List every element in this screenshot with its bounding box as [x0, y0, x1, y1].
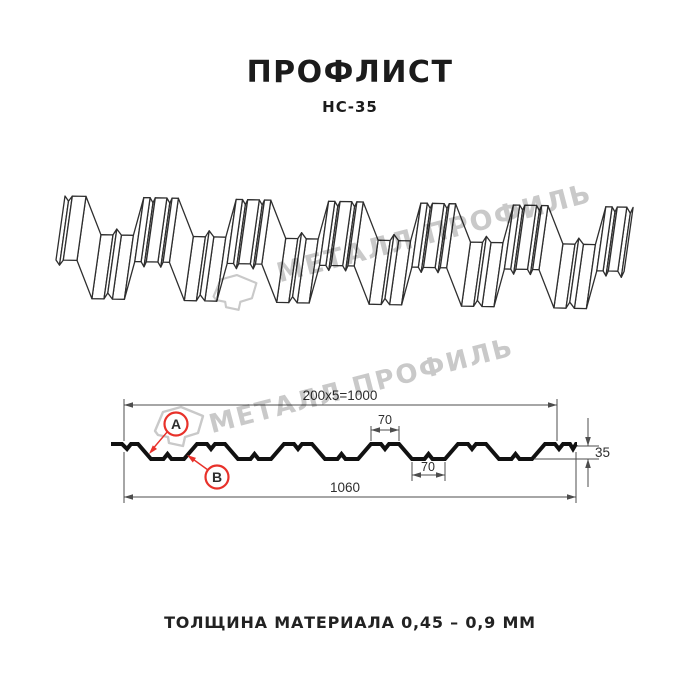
- watermark-logo: [150, 404, 208, 453]
- dim-flange-top: 70: [378, 413, 392, 427]
- dim-total-width: 1060: [330, 480, 360, 495]
- dimension-arrows: [124, 402, 591, 500]
- profile-3d-wireframe: [55, 195, 634, 310]
- profile-code: НС-35: [322, 98, 378, 116]
- material-thickness-note: ТОЛЩИНА МАТЕРИАЛА 0,45 – 0,9 ММ: [164, 613, 536, 632]
- marker-a-label: А: [171, 416, 181, 432]
- metall-profil-logo-icon: [153, 405, 205, 448]
- dim-module-width: 200x5=1000: [303, 388, 378, 403]
- marker-a-circle: [163, 411, 189, 437]
- page-title: ПРОФЛИСТ: [246, 55, 454, 90]
- metall-profil-logo-icon: [212, 273, 258, 311]
- marker-b-circle: [204, 464, 230, 490]
- marker-arrows: [149, 445, 196, 463]
- dim-flange-bottom: 70: [421, 460, 435, 474]
- marker-b-label: В: [212, 469, 222, 485]
- cross-section-profile: [111, 442, 578, 461]
- dim-height: 35: [595, 445, 610, 460]
- watermark-logo: [210, 272, 260, 317]
